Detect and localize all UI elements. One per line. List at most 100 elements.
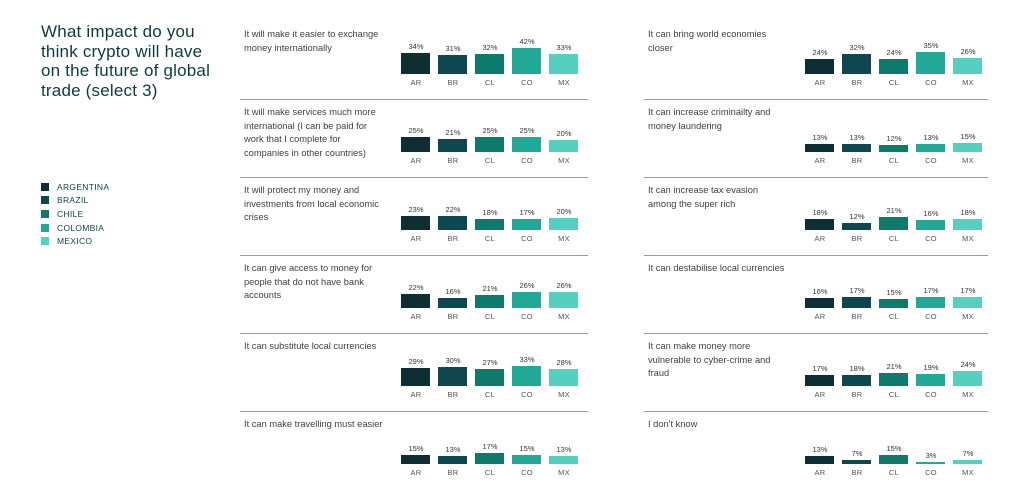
bar bbox=[842, 374, 871, 386]
category-label: CL bbox=[484, 468, 496, 477]
bar-value-label: 20% bbox=[556, 128, 572, 138]
bar-value-label: 13% bbox=[849, 132, 865, 142]
row-divider bbox=[644, 177, 988, 178]
bar-value-label: 34% bbox=[408, 41, 424, 51]
category-label: CL bbox=[484, 156, 496, 165]
question-row: It can destabilise local currencies 16% AR… bbox=[644, 262, 988, 334]
question-label: It can substitute local currencies bbox=[244, 341, 377, 351]
bar-value-label: 26% bbox=[519, 280, 535, 290]
bar bbox=[475, 54, 504, 74]
category-label: CO bbox=[925, 234, 937, 243]
question-label: It can destabilise local currencies bbox=[648, 263, 785, 273]
bar-value-label: 24% bbox=[960, 360, 976, 370]
category-label: MX bbox=[962, 234, 974, 243]
row-divider bbox=[240, 333, 588, 334]
bar bbox=[842, 459, 871, 464]
bar-value-label: 29% bbox=[408, 357, 424, 367]
bar-value-label: 13% bbox=[556, 444, 572, 454]
bar bbox=[916, 374, 945, 386]
bar-value-label: 32% bbox=[482, 43, 498, 53]
bar-value-label: 17% bbox=[849, 286, 865, 296]
bar-value-label: 21% bbox=[886, 206, 902, 215]
legend-label: MEXICO bbox=[57, 236, 93, 247]
category-label: CO bbox=[925, 468, 937, 477]
bar-value-label: 7% bbox=[962, 448, 974, 458]
question-label: It will protect my money and investments… bbox=[244, 185, 379, 222]
category-label: CO bbox=[521, 390, 533, 399]
bar-value-label: 35% bbox=[923, 41, 939, 51]
bar-value-label: 25% bbox=[482, 125, 498, 135]
bar bbox=[953, 218, 982, 230]
row-divider bbox=[644, 255, 988, 256]
category-label: MX bbox=[962, 468, 974, 477]
question-row: It can make money more vulnerable to cyb… bbox=[644, 340, 988, 412]
row-divider bbox=[240, 255, 588, 256]
legend-label: BRAZIL bbox=[57, 195, 89, 206]
category-label: BR bbox=[447, 312, 459, 321]
bar-value-label: 18% bbox=[812, 207, 828, 217]
bar bbox=[475, 369, 504, 386]
bar bbox=[438, 216, 467, 230]
bar-value-label: 18% bbox=[482, 207, 498, 217]
bar-group: 17% AR 18% BR 21% CL 19% CO 24% MX bbox=[805, 340, 982, 412]
category-label: MX bbox=[962, 156, 974, 165]
bar-value-label: 22% bbox=[445, 205, 461, 215]
bar bbox=[475, 218, 504, 230]
category-label: CO bbox=[521, 312, 533, 321]
bar bbox=[401, 215, 430, 230]
bar bbox=[916, 462, 945, 464]
bar bbox=[953, 297, 982, 308]
bar bbox=[805, 375, 834, 386]
category-label: CL bbox=[888, 234, 900, 243]
bar-value-label: 27% bbox=[482, 358, 498, 368]
legend-label: COLOMBIA bbox=[57, 222, 105, 233]
bar bbox=[512, 136, 541, 152]
question-row: It can make travelling must easier 15% AR 1… bbox=[240, 418, 588, 490]
bar bbox=[549, 53, 578, 74]
legend-item: CHILE bbox=[41, 207, 109, 221]
bar-value-label: 24% bbox=[812, 48, 828, 58]
category-label: CL bbox=[888, 390, 900, 399]
bar-value-label: 26% bbox=[556, 280, 572, 290]
bar-group: 24% AR 32% BR 24% CL 35% CO 26% MX bbox=[805, 28, 982, 100]
bar bbox=[475, 295, 504, 308]
bar bbox=[549, 368, 578, 386]
bar-group: 16% AR 17% BR 15% CL 17% CO 17% MX bbox=[805, 262, 982, 334]
chart-title: What impact do you think crypto will hav… bbox=[41, 22, 211, 100]
question-label: It can bring world economies closer bbox=[648, 29, 767, 53]
bar-value-label: 20% bbox=[556, 206, 572, 216]
bar bbox=[842, 297, 871, 308]
legend-swatch bbox=[41, 237, 49, 246]
question-row: It will protect my money and investments… bbox=[240, 184, 588, 256]
bar-value-label: 22% bbox=[408, 283, 424, 293]
bar bbox=[512, 365, 541, 386]
bar bbox=[805, 59, 834, 74]
bar-value-label: 13% bbox=[812, 132, 828, 142]
category-label: BR bbox=[447, 234, 459, 243]
row-divider bbox=[644, 411, 988, 412]
question-row: It can bring world economies closer 24% AR… bbox=[644, 28, 988, 100]
category-label: AR bbox=[410, 234, 422, 243]
category-label: CL bbox=[484, 234, 496, 243]
bar bbox=[549, 291, 578, 308]
row-divider bbox=[240, 177, 588, 178]
bar-value-label: 25% bbox=[519, 125, 535, 135]
bar bbox=[512, 48, 541, 74]
row-divider bbox=[644, 99, 988, 100]
category-label: MX bbox=[962, 390, 974, 399]
bar bbox=[512, 454, 541, 464]
category-label: AR bbox=[814, 156, 826, 165]
bar-value-label: 21% bbox=[482, 284, 498, 293]
bar-value-label: 33% bbox=[556, 42, 572, 52]
category-label: AR bbox=[814, 312, 826, 321]
bar bbox=[842, 54, 871, 74]
bar-value-label: 17% bbox=[519, 208, 535, 218]
bar bbox=[438, 367, 467, 386]
bar bbox=[805, 298, 834, 308]
bar-value-label: 17% bbox=[960, 286, 976, 296]
category-label: BR bbox=[447, 468, 459, 477]
bar-value-label: 16% bbox=[445, 287, 461, 297]
category-label: AR bbox=[814, 234, 826, 243]
bar-value-label: 17% bbox=[482, 442, 498, 452]
bar-value-label: 15% bbox=[519, 443, 535, 453]
